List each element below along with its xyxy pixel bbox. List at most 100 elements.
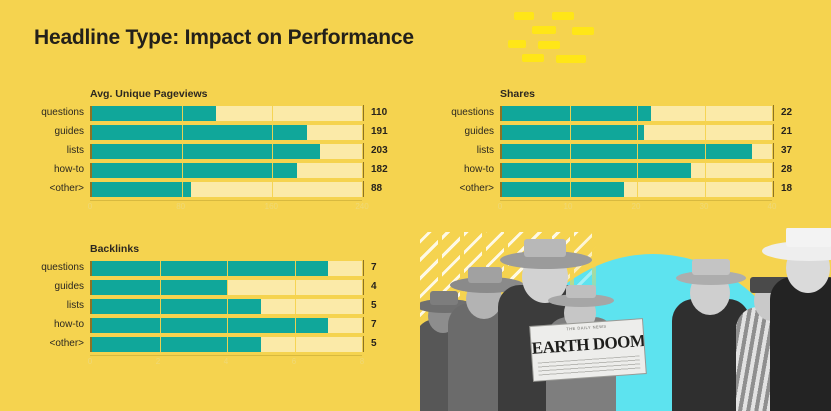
gridline	[227, 278, 228, 296]
chart-plot-area: questions 22 guides 21 lists 37 how-to 28 <other…	[444, 104, 830, 198]
gridline	[637, 180, 638, 198]
gridline	[362, 335, 363, 353]
gridline	[772, 123, 773, 141]
gridline	[272, 123, 273, 141]
category-label: lists	[476, 145, 494, 156]
bar-track	[90, 316, 363, 334]
bar-track	[90, 104, 363, 122]
bar	[92, 260, 329, 276]
gridline	[704, 161, 706, 179]
bar-track	[500, 180, 773, 198]
gridline	[159, 259, 161, 277]
value-label: 182	[362, 162, 388, 178]
value-label: 5	[362, 298, 388, 314]
gridline	[704, 142, 706, 160]
bar	[92, 143, 321, 159]
value-label: 5	[362, 336, 388, 352]
bar-track	[90, 142, 363, 160]
axis-tick-label: 0	[87, 357, 93, 366]
bar	[92, 124, 307, 140]
gridline	[362, 104, 363, 122]
gridline	[272, 142, 273, 160]
axis-tick-label: 80	[176, 202, 186, 211]
axis-tick-label: 240	[355, 202, 369, 211]
chart-row: how-to 182	[34, 161, 420, 179]
x-axis: 0 80 160 240	[87, 200, 369, 212]
axis-tick-label: 40	[767, 202, 777, 211]
value-label: 7	[362, 317, 388, 333]
bar-track	[90, 123, 363, 141]
axis-tick-label: 160	[264, 202, 279, 211]
bar-track	[90, 161, 363, 179]
gridline	[704, 104, 706, 122]
newspaper-headline: EARTH DOOMED	[531, 331, 645, 358]
bar-track	[500, 142, 773, 160]
chart-plot-area: questions 110 guides 191 lists 203 how-to 182 <o…	[34, 104, 420, 198]
bar	[92, 162, 297, 178]
chart-pageviews: Avg. Unique Pageviews questions 110 guides…	[34, 88, 420, 212]
axis-tick-label: 20	[631, 202, 641, 211]
value-label: 7	[362, 260, 388, 276]
gridline	[294, 278, 296, 296]
gridline	[159, 297, 161, 315]
chart-row: <other> 5	[34, 335, 420, 353]
gridline	[272, 104, 273, 122]
chart-row: lists 5	[34, 297, 420, 315]
chart-title: Avg. Unique Pageviews	[90, 88, 208, 100]
gridline	[362, 123, 363, 141]
scattered-dash-pattern	[508, 10, 598, 68]
chart-row: <other> 18	[444, 180, 830, 198]
gridline	[362, 180, 363, 198]
gridline	[362, 161, 363, 179]
value-label: 110	[362, 105, 388, 121]
category-label: <other>	[459, 183, 494, 194]
bar	[92, 298, 261, 314]
gridline	[182, 180, 183, 198]
bar-track	[90, 180, 363, 198]
category-label: questions	[41, 262, 84, 273]
x-axis: 0 2 4 6 8	[87, 355, 364, 367]
bar-track	[90, 278, 363, 296]
crowd-photo: THE DAILY NEWS EARTH DOOMED	[420, 228, 831, 411]
axis-tick-label: 0	[87, 202, 93, 211]
bar	[502, 181, 624, 197]
chart-row: <other> 88	[34, 180, 420, 198]
bar	[92, 105, 216, 121]
gridline	[182, 161, 183, 179]
bar-track	[90, 297, 363, 315]
gridline	[362, 316, 363, 334]
gridline	[294, 335, 296, 353]
value-label: 28	[772, 162, 798, 178]
value-label: 22	[772, 105, 798, 121]
chart-row: questions 7	[34, 259, 420, 277]
gridline	[272, 180, 273, 198]
category-label: how-to	[53, 319, 84, 330]
category-label: questions	[41, 107, 84, 118]
axis-tick-label: 2	[155, 357, 161, 366]
chart-row: questions 22	[444, 104, 830, 122]
gridline	[159, 278, 161, 296]
newspaper-prop: THE DAILY NEWS EARTH DOOMED	[530, 319, 646, 381]
bar-track	[500, 123, 773, 141]
category-label: how-to	[53, 164, 84, 175]
page-title: Headline Type: Impact on Performance	[34, 26, 414, 49]
bar	[502, 143, 752, 159]
chart-row: guides 21	[444, 123, 830, 141]
gridline	[637, 123, 638, 141]
gridline	[227, 297, 228, 315]
category-label: lists	[66, 145, 84, 156]
gridline	[362, 142, 363, 160]
category-label: <other>	[49, 338, 84, 349]
gridline	[637, 161, 638, 179]
bar-track	[90, 259, 363, 277]
gridline	[227, 335, 228, 353]
gridline	[772, 104, 773, 122]
gridline	[294, 259, 296, 277]
gridline	[704, 180, 706, 198]
photo-collage: THE DAILY NEWS EARTH DOOMED	[420, 228, 831, 411]
gridline	[637, 104, 638, 122]
bar	[502, 124, 644, 140]
gridline	[569, 142, 571, 160]
axis-tick-label: 4	[223, 357, 229, 366]
chart-row: lists 203	[34, 142, 420, 160]
